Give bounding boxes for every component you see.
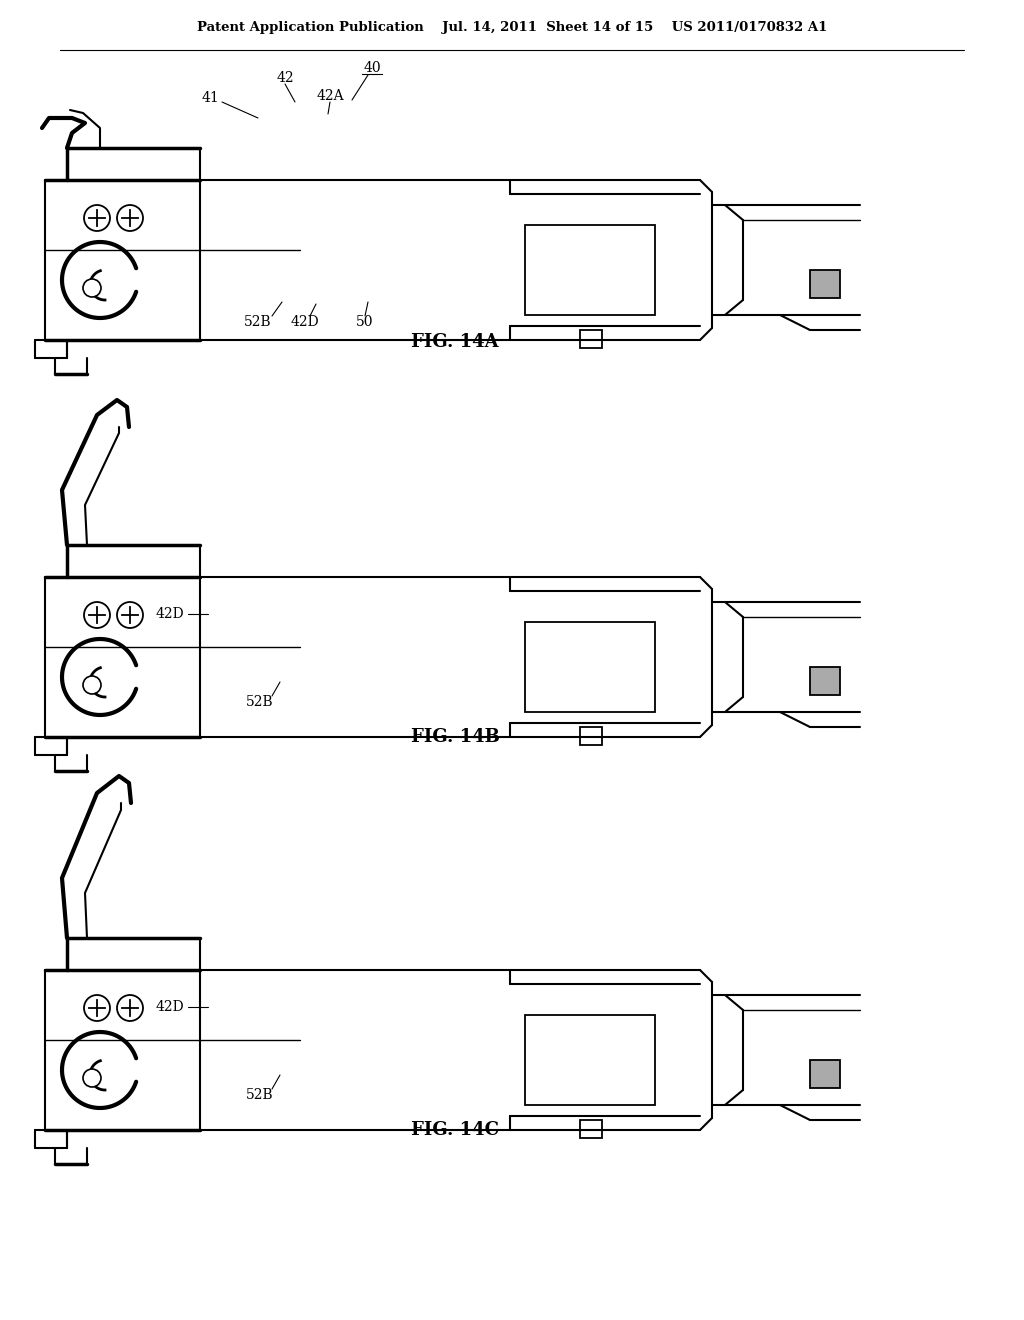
Circle shape [117, 205, 143, 231]
Text: FIG. 14C: FIG. 14C [411, 1121, 499, 1139]
Text: 52B: 52B [244, 315, 271, 329]
Bar [525, 622, 655, 711]
Text: FIG. 14A: FIG. 14A [412, 333, 499, 351]
Circle shape [84, 995, 110, 1020]
Text: FIG. 14B: FIG. 14B [411, 729, 500, 746]
Bar [580, 727, 602, 744]
Text: 42A: 42A [316, 88, 344, 103]
Text: 41: 41 [201, 91, 219, 106]
Bar [580, 330, 602, 348]
Circle shape [117, 602, 143, 628]
Bar [525, 224, 655, 315]
Bar [525, 1015, 655, 1105]
Text: 50: 50 [356, 315, 374, 329]
Text: 42: 42 [276, 71, 294, 84]
Text: Patent Application Publication    Jul. 14, 2011  Sheet 14 of 15    US 2011/01708: Patent Application Publication Jul. 14, … [197, 21, 827, 33]
Circle shape [84, 205, 110, 231]
Text: 42D: 42D [156, 1001, 184, 1014]
Circle shape [83, 676, 101, 694]
Bar [810, 667, 840, 696]
Text: 40: 40 [364, 61, 381, 75]
Circle shape [83, 279, 101, 297]
Circle shape [84, 602, 110, 628]
Bar [580, 1119, 602, 1138]
Text: 42D: 42D [156, 607, 184, 620]
Text: 52B: 52B [246, 696, 273, 709]
Bar [810, 1060, 840, 1088]
Text: 42D: 42D [291, 315, 319, 329]
Circle shape [117, 995, 143, 1020]
Text: 52B: 52B [246, 1088, 273, 1102]
Circle shape [83, 1069, 101, 1086]
Bar [810, 271, 840, 298]
